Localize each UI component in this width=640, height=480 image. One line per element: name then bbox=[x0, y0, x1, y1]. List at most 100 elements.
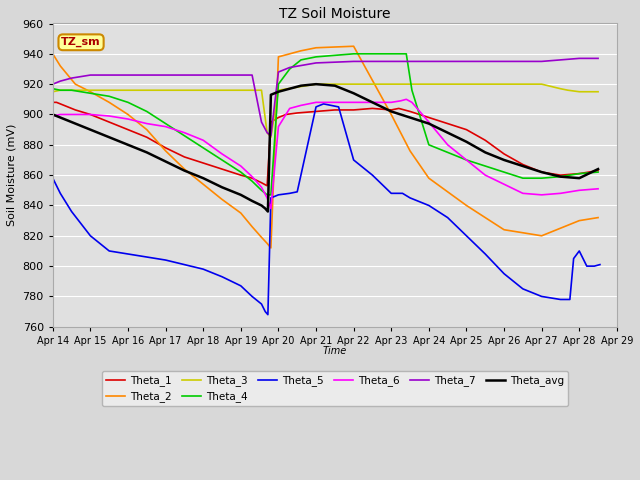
Theta_2 bbox=[538, 233, 545, 239]
Line: Theta_2: Theta_2 bbox=[52, 46, 598, 248]
Theta_3 bbox=[258, 87, 266, 93]
Theta_2 bbox=[56, 63, 64, 69]
Theta_1 bbox=[481, 137, 489, 143]
Theta_6 bbox=[248, 174, 256, 180]
Theta_3 bbox=[575, 89, 583, 95]
Theta_7 bbox=[49, 81, 56, 87]
Theta_2 bbox=[106, 99, 113, 105]
Theta_6 bbox=[263, 195, 271, 201]
Theta_avg bbox=[258, 203, 266, 208]
Theta_4 bbox=[519, 175, 527, 181]
Theta_1 bbox=[124, 127, 132, 132]
Theta_3 bbox=[124, 87, 132, 93]
Theta_5 bbox=[56, 191, 64, 196]
Theta_2 bbox=[218, 196, 226, 202]
Theta_7 bbox=[68, 75, 76, 81]
Theta_5 bbox=[312, 104, 320, 110]
Theta_5 bbox=[570, 256, 577, 262]
Theta_1 bbox=[350, 107, 358, 113]
Theta_4 bbox=[297, 57, 305, 63]
Theta_7 bbox=[275, 69, 282, 75]
Line: Theta_4: Theta_4 bbox=[52, 54, 598, 195]
Theta_4 bbox=[218, 157, 226, 163]
Theta_4 bbox=[286, 66, 294, 72]
Theta_avg bbox=[557, 174, 564, 180]
Theta_5 bbox=[406, 195, 414, 201]
Theta_1 bbox=[237, 172, 244, 178]
Theta_avg bbox=[312, 81, 320, 87]
Theta_6 bbox=[397, 98, 404, 104]
Theta_5 bbox=[264, 312, 272, 318]
Theta_5 bbox=[519, 286, 527, 292]
Theta_2 bbox=[350, 43, 358, 49]
Theta_1 bbox=[519, 162, 527, 168]
Theta_1 bbox=[49, 99, 56, 105]
Theta_5 bbox=[500, 271, 508, 276]
Line: Theta_6: Theta_6 bbox=[52, 99, 598, 208]
Theta_7 bbox=[248, 72, 256, 78]
Theta_1 bbox=[162, 145, 170, 151]
Theta_avg bbox=[444, 130, 451, 135]
Theta_1 bbox=[557, 172, 564, 178]
Theta_5 bbox=[237, 283, 244, 288]
Theta_6 bbox=[68, 112, 76, 118]
Theta_5 bbox=[267, 195, 275, 201]
Theta_1 bbox=[425, 115, 433, 120]
Theta_avg bbox=[538, 169, 545, 175]
Theta_7 bbox=[200, 72, 207, 78]
Theta_2 bbox=[86, 89, 94, 95]
Theta_1 bbox=[282, 112, 290, 118]
Theta_1 bbox=[267, 119, 275, 125]
Theta_1 bbox=[60, 103, 68, 108]
Theta_3 bbox=[293, 84, 301, 90]
Theta_1 bbox=[331, 107, 339, 113]
Theta_4 bbox=[106, 94, 113, 99]
Theta_3 bbox=[463, 81, 470, 87]
Theta_2 bbox=[387, 112, 395, 118]
Theta_5 bbox=[68, 209, 76, 215]
Theta_7 bbox=[538, 59, 545, 64]
Theta_avg bbox=[218, 184, 226, 190]
Theta_2 bbox=[575, 218, 583, 224]
Theta_6 bbox=[258, 184, 266, 190]
Theta_3 bbox=[350, 81, 358, 87]
Theta_5 bbox=[162, 257, 170, 263]
Theta_avg bbox=[49, 112, 56, 118]
Theta_7 bbox=[425, 59, 433, 64]
Theta_7 bbox=[258, 119, 266, 125]
Theta_5 bbox=[49, 175, 56, 181]
Theta_7 bbox=[263, 130, 271, 135]
Theta_avg bbox=[369, 99, 376, 105]
Theta_4 bbox=[180, 133, 188, 139]
Theta_5 bbox=[481, 251, 489, 257]
Theta_2 bbox=[594, 215, 602, 220]
Theta_3 bbox=[387, 81, 395, 87]
Theta_4 bbox=[425, 142, 433, 148]
Theta_3 bbox=[564, 87, 572, 93]
Theta_7 bbox=[312, 60, 320, 66]
Theta_5 bbox=[425, 203, 433, 208]
Theta_1 bbox=[258, 180, 266, 186]
Theta_1 bbox=[86, 112, 94, 118]
Theta_4 bbox=[124, 99, 132, 105]
Theta_5 bbox=[293, 189, 301, 195]
Theta_7 bbox=[56, 78, 64, 84]
Theta_1 bbox=[395, 106, 403, 111]
Theta_4 bbox=[557, 174, 564, 180]
Theta_4 bbox=[387, 51, 395, 57]
Theta_6 bbox=[275, 124, 282, 130]
Theta_4 bbox=[248, 179, 256, 184]
Y-axis label: Soil Moisture (mV): Soil Moisture (mV) bbox=[7, 124, 17, 227]
Theta_5 bbox=[463, 233, 470, 239]
Theta_3 bbox=[557, 86, 564, 92]
Theta_7 bbox=[594, 56, 602, 61]
Theta_2 bbox=[200, 181, 207, 187]
Theta_5 bbox=[575, 248, 583, 254]
Theta_7 bbox=[463, 59, 470, 64]
Theta_3 bbox=[312, 81, 320, 87]
Theta_6 bbox=[106, 113, 113, 119]
Theta_5 bbox=[320, 101, 328, 107]
Theta_1 bbox=[106, 119, 113, 125]
Theta_1 bbox=[538, 169, 545, 175]
Theta_6 bbox=[297, 103, 305, 108]
